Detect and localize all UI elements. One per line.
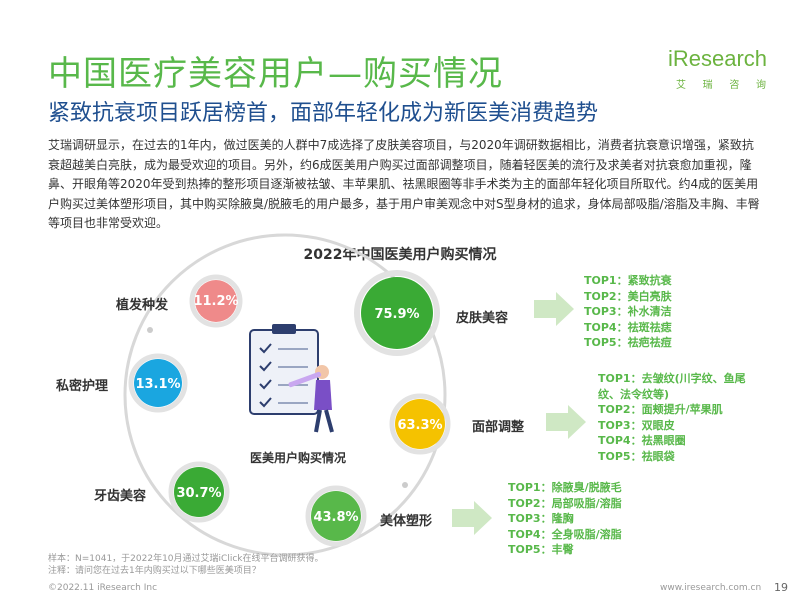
bubble-face-value: 63.3%	[397, 418, 442, 433]
category-face: 面部调整	[472, 420, 525, 435]
top-item: TOP5：祛眼袋	[598, 449, 675, 463]
orbit-dot	[402, 482, 408, 488]
logo-subtitle: 艾 瑞 咨 询	[676, 76, 766, 91]
bubble-ring	[305, 485, 367, 547]
top-list-skin: TOP1：紧致抗衰 TOP2：美白亮肤 TOP3：补水清洁 TOP4：祛斑祛痣 …	[584, 273, 672, 351]
top-item: TOP5：祛疤祛痘	[584, 336, 672, 349]
check-icon	[259, 397, 272, 408]
top-item: TOP4：祛斑祛痣	[584, 320, 672, 334]
bubble-skin-value: 75.9%	[374, 307, 419, 322]
logo-char: 瑞	[702, 80, 713, 91]
category-teeth: 牙齿美容	[94, 489, 147, 504]
bubble-ring	[389, 393, 451, 455]
intro-paragraph: 艾瑞调研显示，在过去的1年内，做过医美的人群中7成选择了皮肤美容项目，与2020…	[48, 138, 760, 230]
top-item: TOP5：丰臀	[508, 543, 574, 556]
pencil-icon	[288, 371, 322, 388]
bubble-ring	[128, 353, 188, 413]
bubble-skin: 75.9%	[354, 270, 440, 356]
bubble-private: 13.1%	[128, 353, 188, 413]
top-item: TOP1：除腋臭/脱腋毛	[508, 481, 622, 494]
top-item: TOP3：双眼皮	[598, 418, 675, 432]
top-item: TOP2：美白亮肤	[584, 289, 672, 303]
bubble-body: 43.8%	[305, 485, 367, 547]
bubble-body-value: 43.8%	[313, 510, 358, 525]
arrow-body-icon	[452, 501, 492, 535]
bubble-body-fill	[311, 491, 361, 541]
top-item: TOP4：祛黑眼圈	[598, 434, 686, 447]
clipboard-clip	[272, 324, 296, 334]
category-hair: 植发种发	[116, 298, 169, 313]
bubble-skin-fill	[361, 277, 433, 349]
check-icon	[259, 379, 272, 390]
top-list-face: TOP1：去皱纹(川字纹、鱼尾 纹、法令纹等) TOP2：面颊提升/苹果肌 TO…	[598, 371, 746, 464]
top-item: TOP3：隆胸	[508, 512, 574, 525]
top-item: TOP3：补水清洁	[584, 305, 672, 318]
top-item: TOP1：紧致抗衰	[584, 274, 672, 287]
footer-copyright: ©2022.11 iResearch Inc	[48, 583, 158, 593]
bubble-teeth-fill	[174, 467, 224, 517]
page-subtitle: 紧致抗衰项目跃居榜首，面部年轻化成为新医美消费趋势	[48, 101, 599, 126]
orbit-ring	[123, 233, 447, 557]
bubble-ring	[189, 274, 243, 328]
bubble-hair-value: 11.2%	[193, 294, 238, 309]
logo-i: i	[668, 46, 673, 71]
top-item: TOP2：面颊提升/苹果肌	[598, 403, 723, 416]
arrow-skin-icon	[534, 292, 574, 326]
bubble-private-value: 13.1%	[135, 377, 180, 392]
bubble-hair: 11.2%	[189, 274, 243, 328]
person-legs	[314, 409, 334, 433]
sample-note: 样本：N=1041，于2022年10月通过艾瑞iClick在线平台调研获得。	[48, 554, 324, 564]
center-label: 医美用户购买情况	[250, 450, 346, 465]
question-note: 注释：请问您在过去1年内购买过以下哪些医美项目？	[48, 566, 261, 576]
page-number: 19	[774, 581, 788, 594]
bubble-teeth: 30.7%	[168, 461, 230, 523]
logo-char: 咨	[729, 80, 740, 91]
check-icon	[259, 361, 272, 372]
bubble-teeth-value: 30.7%	[176, 486, 221, 501]
orbit-dot	[147, 327, 153, 333]
category-skin: 皮肤美容	[456, 311, 509, 326]
check-icon	[259, 343, 272, 354]
clipboard-illustration	[249, 324, 334, 433]
iresearch-logo: iResearch	[668, 46, 767, 72]
logo-research: Research	[672, 46, 768, 71]
person-body	[314, 380, 332, 410]
bubble-ring	[354, 270, 440, 356]
top-item: TOP4：全身吸脂/溶脂	[508, 527, 622, 541]
top-item: TOP2：局部吸脂/溶脂	[508, 496, 622, 510]
category-private: 私密护理	[56, 379, 109, 394]
logo-char: 询	[755, 80, 766, 91]
arrow-face-icon	[546, 405, 586, 439]
clipboard-board	[249, 329, 319, 415]
top-list-body: TOP1：除腋臭/脱腋毛 TOP2：局部吸脂/溶脂 TOP3：隆胸 TOP4：全…	[508, 480, 622, 558]
top-item: TOP1：去皱纹(川字纹、鱼尾	[598, 372, 746, 385]
footer-site-link[interactable]: www.iresearch.com.cn	[660, 583, 762, 593]
bubble-private-fill	[134, 359, 182, 407]
bubble-hair-fill	[195, 280, 237, 322]
logo-char: 艾	[676, 80, 686, 91]
category-body: 美体塑形	[380, 514, 433, 529]
page-title: 中国医疗美容用户—购买情况	[48, 54, 503, 94]
bubble-face-fill	[395, 399, 445, 449]
top-item: 纹、法令纹等)	[598, 387, 670, 401]
bubble-ring	[168, 461, 230, 523]
bubble-face: 63.3%	[389, 393, 451, 455]
